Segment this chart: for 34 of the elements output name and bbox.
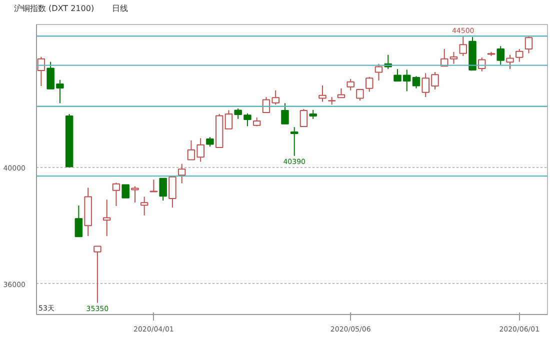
candlestick — [290, 126, 298, 156]
candlestick — [374, 63, 383, 81]
candlestick — [318, 84, 326, 102]
candlestick — [140, 196, 148, 216]
candlestick — [122, 184, 130, 198]
candlestick — [459, 36, 467, 56]
candlestick — [150, 179, 158, 192]
candlestick — [281, 102, 289, 124]
candlestick — [524, 36, 533, 54]
candlestick — [159, 178, 167, 202]
candlestick — [74, 204, 83, 238]
candlestick — [515, 48, 524, 62]
candlestick — [365, 76, 374, 92]
candlestick — [450, 51, 458, 64]
candlestick — [356, 88, 364, 102]
candlestick — [94, 246, 102, 304]
candlestick — [224, 110, 233, 130]
candlestick — [309, 109, 317, 120]
candlestick — [244, 112, 252, 127]
candlestick — [506, 54, 514, 70]
chart-subtitle: 日线 — [112, 3, 128, 14]
candlestick — [131, 186, 139, 204]
candlestick — [234, 108, 242, 120]
candlestick — [496, 46, 504, 66]
candlestick — [178, 163, 186, 184]
candlestick — [112, 182, 120, 207]
candlestick — [412, 76, 420, 89]
candlestick — [300, 108, 308, 128]
candlestick — [337, 88, 346, 98]
candlestick — [206, 136, 214, 148]
candlestick — [102, 199, 111, 237]
candlestick — [346, 78, 354, 91]
candlestick — [168, 176, 176, 208]
chart-title: 沪铜指数 (DXT 2100) — [14, 3, 94, 14]
